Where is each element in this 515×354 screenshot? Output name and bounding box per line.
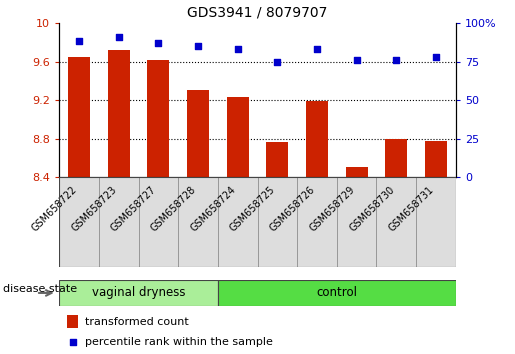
Bar (227, 97, 249, 177)
Point (432, 54, 440, 60)
Bar (297, 177, 337, 267)
Point (273, 59, 281, 64)
Text: disease state: disease state (3, 284, 77, 295)
Text: GSM658725: GSM658725 (228, 184, 277, 233)
Bar (218, 177, 258, 267)
Bar (425, 141, 447, 177)
Bar (178, 177, 218, 267)
Bar (385, 138, 407, 177)
Text: GSM658727: GSM658727 (109, 184, 159, 233)
Bar (258, 177, 297, 267)
Bar (416, 177, 456, 267)
Point (313, 46, 321, 52)
Point (75, 39, 83, 44)
Text: GSM658728: GSM658728 (149, 184, 198, 233)
Text: GSM658723: GSM658723 (70, 184, 118, 233)
Text: vaginal dryness: vaginal dryness (92, 286, 185, 299)
Point (154, 40, 163, 46)
Point (234, 46, 242, 52)
Bar (59, 177, 99, 267)
Bar (218, 280, 456, 306)
Bar (68, 57, 90, 177)
Bar (147, 59, 169, 177)
Text: GSM658731: GSM658731 (387, 184, 436, 233)
Text: control: control (316, 286, 357, 299)
Text: GSM658729: GSM658729 (307, 184, 356, 233)
Point (352, 57, 360, 63)
Bar (187, 90, 209, 177)
Bar (108, 50, 130, 177)
Text: GSM658730: GSM658730 (348, 184, 397, 233)
Bar (99, 177, 139, 267)
Text: GSM658724: GSM658724 (188, 184, 238, 233)
Point (114, 34, 123, 40)
Bar (306, 101, 328, 177)
Bar (67, 315, 78, 328)
Bar (266, 142, 288, 177)
Text: transformed count: transformed count (85, 316, 189, 326)
Point (194, 43, 202, 49)
Text: GSM658726: GSM658726 (268, 184, 317, 233)
Title: GDS3941 / 8079707: GDS3941 / 8079707 (187, 5, 328, 19)
Text: percentile rank within the sample: percentile rank within the sample (85, 337, 273, 347)
Bar (139, 177, 178, 267)
Bar (376, 177, 416, 267)
Text: GSM658722: GSM658722 (30, 184, 79, 233)
Point (68, 339, 77, 344)
Bar (59, 280, 218, 306)
Bar (337, 177, 376, 267)
Bar (346, 167, 368, 177)
Point (392, 57, 401, 63)
